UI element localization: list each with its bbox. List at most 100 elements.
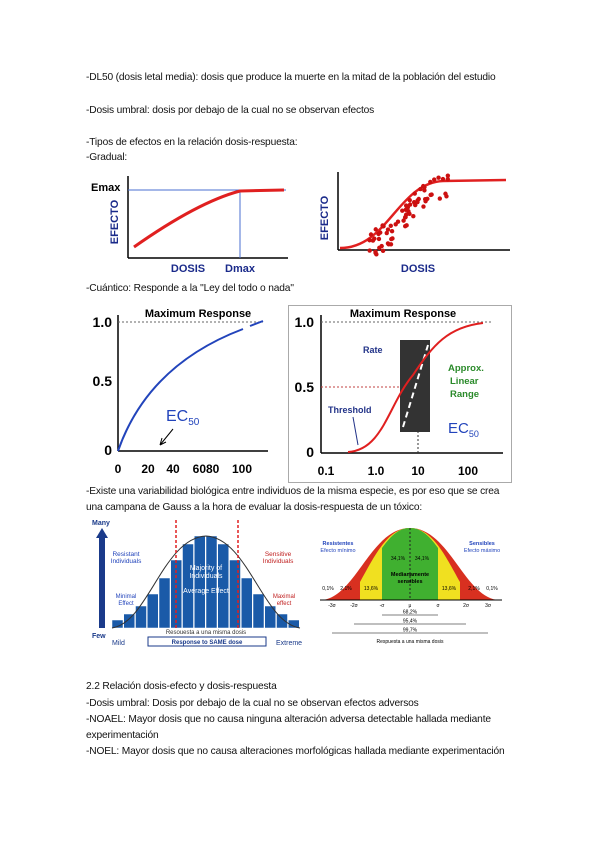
dot [428, 179, 433, 185]
label: 0,1% [486, 586, 498, 592]
label: effect [277, 601, 292, 607]
caption: Respuesta a una misma dosis [377, 639, 444, 645]
paragraph: -Gradual: [86, 152, 128, 163]
tick: 100 [232, 462, 252, 476]
tick: -2σ [350, 603, 358, 609]
paragraph: -Dosis umbral: dosis por debajo de la cu… [86, 105, 375, 116]
label: 2,1% [340, 586, 352, 592]
dot [445, 173, 451, 178]
dot [372, 236, 377, 241]
label: 34,1% [415, 556, 430, 562]
label: Average Effect [183, 588, 229, 595]
dot [385, 241, 391, 246]
label: DOSIS [401, 263, 435, 275]
label: Efecto máximo [464, 548, 500, 554]
dot [437, 196, 443, 201]
label: Extreme [276, 640, 302, 647]
label: 99,7% [403, 628, 418, 634]
dot [377, 245, 382, 251]
tick: 1.0 [295, 314, 315, 330]
label: 95,4% [403, 619, 418, 625]
label: 50 [188, 417, 200, 428]
tick: 6080 [193, 462, 220, 476]
dot [384, 230, 389, 236]
dot [374, 252, 379, 257]
curve [339, 178, 507, 250]
dot [367, 238, 372, 243]
label: Individuals [263, 558, 294, 565]
gauss-histogram: Many Few Resistant Individuals Majority … [92, 520, 302, 647]
arrow [159, 428, 174, 446]
graded-scatter: EFECTO DOSIS [319, 172, 510, 275]
label: 34,1% [391, 556, 406, 562]
label: Few [92, 633, 106, 640]
bar [158, 577, 171, 629]
dot [418, 186, 423, 192]
label: 13,6% [364, 586, 379, 592]
dot [376, 236, 382, 242]
curve [347, 322, 484, 453]
label: Approx. [448, 363, 484, 374]
dot [388, 223, 393, 228]
curve [117, 328, 244, 452]
dot [443, 191, 448, 196]
label: 2,1% [468, 586, 480, 592]
label: Range [450, 389, 479, 400]
dot [406, 209, 411, 214]
label: Individuals [111, 558, 142, 565]
dot [385, 227, 391, 232]
dot [422, 184, 427, 190]
label: Individuals [189, 573, 223, 580]
dot [445, 176, 451, 182]
label: DOSIS [171, 263, 205, 275]
paragraph: -Tipos de efectos en la relación dosis-r… [86, 137, 298, 148]
graded-curve: Emax EFECTO DOSIS Dmax [91, 176, 288, 275]
tick: 100 [458, 464, 478, 478]
label: EFECTO [319, 195, 331, 240]
tick: μ [409, 603, 412, 609]
dot [389, 228, 395, 234]
bar [241, 577, 253, 629]
paragraph: -Cuántico: Responde a la ''Ley del todo … [86, 283, 294, 294]
label: Emax [91, 182, 121, 194]
quantal-linear: Maximum Response 1.0 0.5 0 0 20 40 6080 … [93, 308, 268, 476]
tick: 1.0 [368, 464, 385, 478]
label: Effect [118, 601, 134, 607]
dot [415, 199, 420, 205]
label: Minimal [116, 594, 137, 600]
tick: 0 [306, 444, 314, 460]
dot [380, 223, 385, 228]
tick: 20 [141, 462, 155, 476]
tick: 0.5 [93, 373, 113, 389]
tick: 0.5 [295, 379, 315, 395]
section-title: 2.2 Relación dosis-efecto y dosis-respue… [86, 681, 277, 692]
dot [412, 191, 417, 196]
dot [425, 196, 430, 201]
paragraph: -DL50 (dosis letal media): dosis que pro… [86, 72, 496, 83]
dot [407, 198, 412, 203]
dot [428, 192, 433, 198]
tick: 0 [115, 462, 122, 476]
bar [264, 605, 276, 629]
arrow [352, 416, 359, 446]
label: Sensitive [265, 551, 292, 558]
label: Many [92, 520, 110, 527]
bar [252, 593, 265, 629]
dot [411, 214, 416, 219]
label: Resistant [112, 551, 139, 558]
dot [440, 176, 446, 182]
label: Resouesta a una misma dosis [166, 630, 246, 636]
label: Threshold [328, 405, 372, 415]
label: EFECTO [109, 199, 121, 244]
label: Rate [363, 345, 383, 355]
bar [276, 613, 288, 629]
tick: 0.1 [318, 464, 335, 478]
label: 13,6% [442, 586, 457, 592]
box [147, 636, 267, 647]
curve [133, 188, 285, 249]
bar [123, 613, 135, 629]
bar [194, 535, 206, 629]
label: EC50 [448, 420, 479, 439]
dot [380, 248, 386, 254]
bar [217, 543, 229, 629]
